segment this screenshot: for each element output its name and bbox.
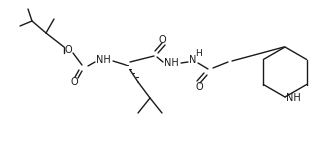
Text: N: N	[189, 55, 197, 65]
Text: O: O	[64, 45, 72, 55]
Text: O: O	[195, 82, 203, 92]
Text: NH: NH	[164, 58, 178, 68]
Text: NH: NH	[96, 55, 110, 65]
Text: O: O	[70, 77, 78, 87]
Text: H: H	[196, 49, 202, 58]
Text: O: O	[158, 35, 166, 45]
Text: NH: NH	[286, 93, 300, 103]
